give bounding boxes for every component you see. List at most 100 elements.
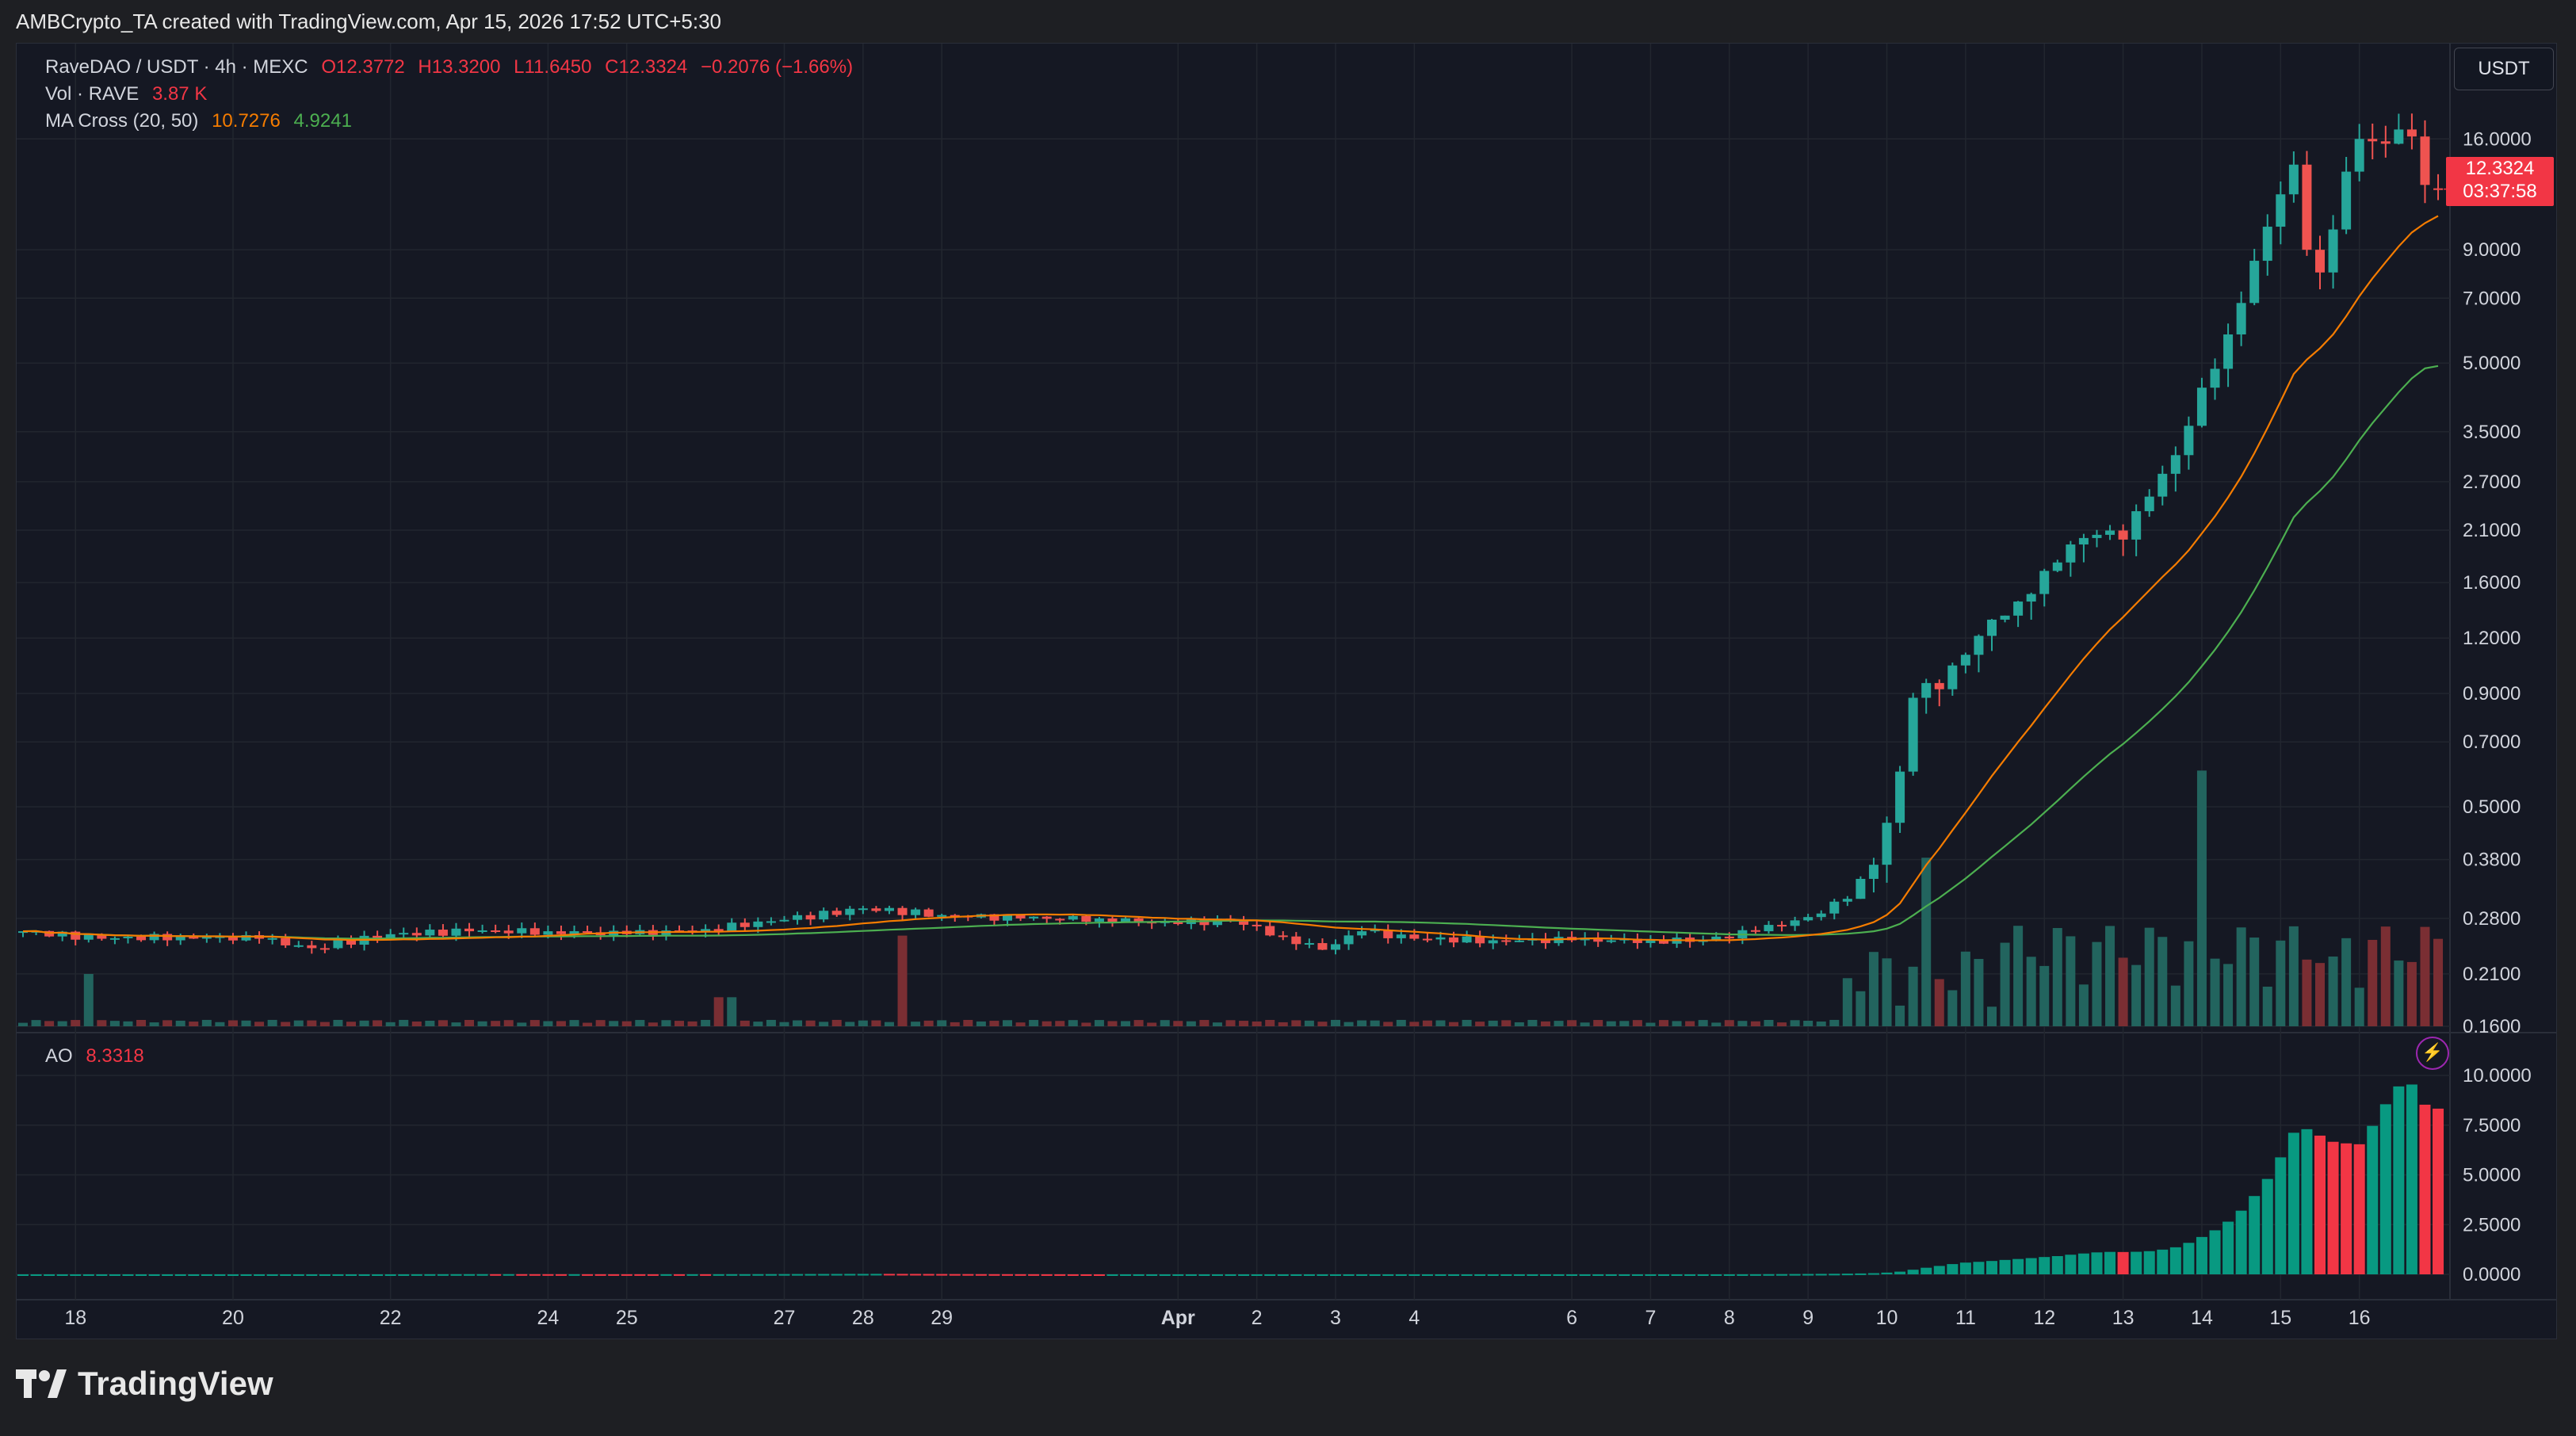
candle-body[interactable] — [1987, 619, 1997, 636]
candle-body[interactable] — [779, 919, 789, 922]
candle-body[interactable] — [491, 930, 501, 932]
candle-body[interactable] — [2354, 139, 2364, 172]
candle-body[interactable] — [1462, 936, 1472, 943]
candle-body[interactable] — [2341, 171, 2352, 230]
candle-body[interactable] — [2039, 571, 2050, 594]
candle-body[interactable] — [2236, 303, 2246, 334]
candle-body[interactable] — [1331, 944, 1340, 950]
candle-body[interactable] — [123, 936, 133, 938]
candle-body[interactable] — [753, 921, 763, 927]
candle-body[interactable] — [319, 948, 330, 950]
candle-body[interactable] — [1475, 936, 1485, 944]
candle-body[interactable] — [399, 933, 409, 935]
candle-body[interactable] — [1790, 920, 1800, 926]
candle-body[interactable] — [831, 911, 842, 915]
candle-body[interactable] — [1921, 682, 1932, 698]
candle-body[interactable] — [2223, 334, 2234, 369]
candle-body[interactable] — [2210, 369, 2220, 388]
candle-body[interactable] — [1396, 934, 1406, 938]
candle-body[interactable] — [1278, 935, 1288, 938]
candle-body[interactable] — [411, 933, 422, 936]
candle-body[interactable] — [923, 909, 934, 917]
candle-body[interactable] — [1593, 938, 1603, 942]
candle-body[interactable] — [2380, 141, 2391, 144]
candle-body[interactable] — [2170, 455, 2180, 474]
candle-body[interactable] — [1842, 899, 1852, 902]
symbol-label[interactable]: RaveDAO / USDT · 4h · MEXC — [45, 56, 308, 78]
candle-body[interactable] — [1357, 931, 1367, 936]
ma-label[interactable]: MA Cross (20, 50) — [45, 110, 199, 132]
candle-body[interactable] — [1409, 934, 1420, 939]
candle-body[interactable] — [793, 915, 803, 920]
candle-body[interactable] — [819, 911, 829, 920]
candle-body[interactable] — [2420, 136, 2430, 185]
candle-body[interactable] — [1632, 938, 1642, 943]
candle-body[interactable] — [2328, 229, 2338, 273]
candle-body[interactable] — [1252, 924, 1262, 926]
candle-body[interactable] — [858, 908, 868, 911]
candle-body[interactable] — [1068, 915, 1078, 920]
candle-body[interactable] — [517, 928, 527, 934]
candle-body[interactable] — [1711, 936, 1722, 941]
candle-body[interactable] — [373, 935, 383, 939]
candle-body[interactable] — [1829, 901, 1840, 914]
candle-body[interactable] — [1094, 918, 1104, 922]
candle-body[interactable] — [2157, 473, 2168, 497]
candle-body[interactable] — [2013, 602, 2024, 616]
candle-body[interactable] — [1947, 665, 1958, 689]
candle-body[interactable] — [1960, 655, 1970, 666]
candle-body[interactable] — [385, 934, 396, 939]
candle-body[interactable] — [713, 929, 724, 931]
candle-body[interactable] — [2288, 164, 2299, 195]
candle-body[interactable] — [989, 914, 999, 921]
candle-body[interactable] — [1764, 925, 1774, 932]
candle-body[interactable] — [897, 907, 908, 915]
candle-body[interactable] — [1435, 937, 1446, 940]
candle-body[interactable] — [1029, 916, 1039, 919]
candle-body[interactable] — [2196, 388, 2207, 426]
candle-body[interactable] — [201, 937, 212, 939]
candle-body[interactable] — [701, 929, 711, 932]
candle-body[interactable] — [937, 915, 947, 917]
candle-body[interactable] — [2302, 164, 2312, 250]
candle-body[interactable] — [2066, 544, 2076, 563]
candle-body[interactable] — [1514, 940, 1524, 942]
candle-body[interactable] — [18, 931, 28, 934]
candle-body[interactable] — [740, 922, 750, 927]
candle-body[interactable] — [71, 931, 81, 940]
candle-body[interactable] — [267, 938, 277, 940]
candle-body[interactable] — [136, 936, 147, 941]
candle-body[interactable] — [2394, 129, 2404, 144]
candle-body[interactable] — [1606, 940, 1616, 942]
chart-panel[interactable]: 16.0000 9.0000 7.0000 5.0000 3.5000 2.7000 2.1… — [16, 43, 2557, 1339]
currency-selector[interactable]: USDT — [2454, 48, 2554, 90]
candle-body[interactable] — [1816, 913, 1826, 918]
candle-body[interactable] — [1265, 926, 1275, 936]
candle-body[interactable] — [1212, 919, 1222, 926]
candle-body[interactable] — [2368, 139, 2378, 142]
chart-canvas[interactable]: 16.0000 9.0000 7.0000 5.0000 3.5000 2.7000 2.1… — [17, 44, 2557, 1339]
candle-body[interactable] — [2052, 562, 2062, 571]
tradingview-logo[interactable]: TradingView — [16, 1365, 273, 1403]
candle-body[interactable] — [149, 934, 159, 941]
candle-body[interactable] — [1015, 914, 1026, 919]
candle-body[interactable] — [1750, 930, 1760, 932]
candle-body[interactable] — [1868, 865, 1878, 879]
candle-body[interactable] — [884, 907, 894, 911]
candle-body[interactable] — [2131, 511, 2142, 540]
candle-body[interactable] — [871, 908, 881, 911]
candle-body[interactable] — [1659, 940, 1668, 944]
candle-body[interactable] — [583, 931, 593, 934]
candle-body[interactable] — [215, 936, 225, 938]
candle-body[interactable] — [1724, 936, 1734, 939]
candle-body[interactable] — [1343, 935, 1354, 945]
candle-body[interactable] — [2315, 250, 2325, 273]
candle-body[interactable] — [1081, 915, 1091, 922]
candle-body[interactable] — [451, 928, 461, 936]
candle-body[interactable] — [1317, 943, 1328, 950]
candle-body[interactable] — [2406, 129, 2417, 137]
lightning-icon[interactable]: ⚡ — [2416, 1037, 2449, 1070]
candle-body[interactable] — [2092, 534, 2102, 538]
candle-body[interactable] — [911, 909, 921, 915]
candle-body[interactable] — [1422, 938, 1432, 941]
